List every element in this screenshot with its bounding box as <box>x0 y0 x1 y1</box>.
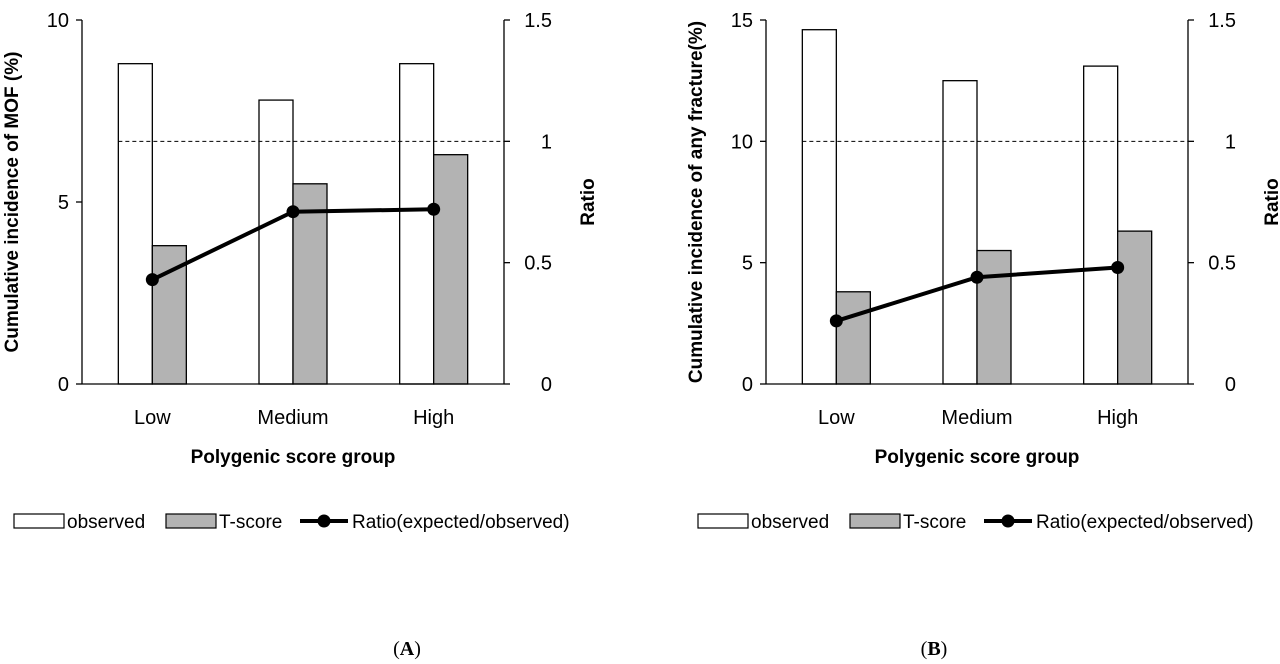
legend-swatch-ratio-marker <box>1001 514 1015 528</box>
right-tick-label: 0 <box>541 374 552 396</box>
chart-panel-2: 0 5 10 15 0 0.5 1 1.5 Low Medium High Polygenic sco… <box>686 10 1280 660</box>
left-tick-label: 5 <box>742 253 753 275</box>
tscore-bar-low <box>835 291 871 385</box>
legend-swatch-observed <box>13 513 65 529</box>
left-y-axis-title: Cumulative incidence of MOF (%) <box>2 52 23 353</box>
ratio-point-medium <box>970 270 984 284</box>
right-tick-label: 1 <box>541 131 552 153</box>
legend-swatch-ratio-marker <box>317 514 331 528</box>
tscore-bar-low <box>151 245 187 385</box>
right-tick-label: 1.5 <box>1208 10 1236 32</box>
legend-label-tscore: T-score <box>219 512 282 533</box>
observed-bar-high <box>399 63 435 385</box>
tscore-bar-medium <box>976 249 1012 385</box>
legend-label-ratio: Ratio(expected/observed) <box>1036 512 1254 533</box>
x-axis-title: Polygenic score group <box>191 447 396 468</box>
observed-bar-low <box>117 63 153 385</box>
legend: observed T-score Ratio(expected/observed) <box>697 512 1254 533</box>
ratio-point-low <box>829 314 843 328</box>
left-tick-label: 10 <box>731 131 753 153</box>
category-label-low: Low <box>134 407 171 429</box>
x-axis-title: Polygenic score group <box>875 447 1080 468</box>
category-label-low: Low <box>818 407 855 429</box>
left-tick-label: 0 <box>742 374 753 396</box>
tscore-bar-medium <box>292 183 328 385</box>
ratio-point-medium <box>286 205 300 219</box>
legend-swatch-tscore <box>165 513 217 529</box>
right-y-axis-title: Ratio <box>578 178 599 226</box>
category-label-medium: Medium <box>257 407 328 429</box>
legend-swatch-tscore <box>849 513 901 529</box>
left-tick-label: 5 <box>58 192 69 214</box>
ratio-point-low <box>145 273 159 287</box>
legend-label-tscore: T-score <box>903 512 966 533</box>
legend-swatch-observed <box>697 513 749 529</box>
legend-label-observed: observed <box>751 512 829 533</box>
right-tick-label: 1 <box>1225 131 1236 153</box>
left-tick-label: 10 <box>47 10 69 32</box>
observed-bar-low <box>801 29 837 385</box>
category-label-high: High <box>1097 407 1138 429</box>
left-tick-label: 15 <box>731 10 753 32</box>
observed-bar-medium <box>942 80 978 385</box>
category-label-medium: Medium <box>941 407 1012 429</box>
chart-panel-1: 0 5 10 0 0.5 1 1.5 Low Medium High Polygenic score… <box>2 10 599 660</box>
left-y-axis-title: Cumulative incidence of any fracture(%) <box>686 21 707 383</box>
panel-label: (A) <box>393 638 421 660</box>
observed-bar-high <box>1083 65 1119 385</box>
right-tick-label: 0 <box>1225 374 1236 396</box>
left-tick-label: 0 <box>58 374 69 396</box>
ratio-point-high <box>1111 261 1125 275</box>
legend-label-observed: observed <box>67 512 145 533</box>
observed-bar-medium <box>258 99 294 385</box>
legend-label-ratio: Ratio(expected/observed) <box>352 512 570 533</box>
panel-label: (B) <box>921 638 948 660</box>
right-y-axis-title: Ratio <box>1262 178 1280 226</box>
right-tick-label: 0.5 <box>524 253 552 275</box>
right-tick-label: 1.5 <box>524 10 552 32</box>
tscore-bar-high <box>1117 230 1153 385</box>
legend: observed T-score Ratio(expected/observed) <box>13 512 570 533</box>
tscore-bar-high <box>433 154 469 385</box>
category-label-high: High <box>413 407 454 429</box>
right-tick-label: 0.5 <box>1208 253 1236 275</box>
ratio-point-high <box>427 202 441 216</box>
